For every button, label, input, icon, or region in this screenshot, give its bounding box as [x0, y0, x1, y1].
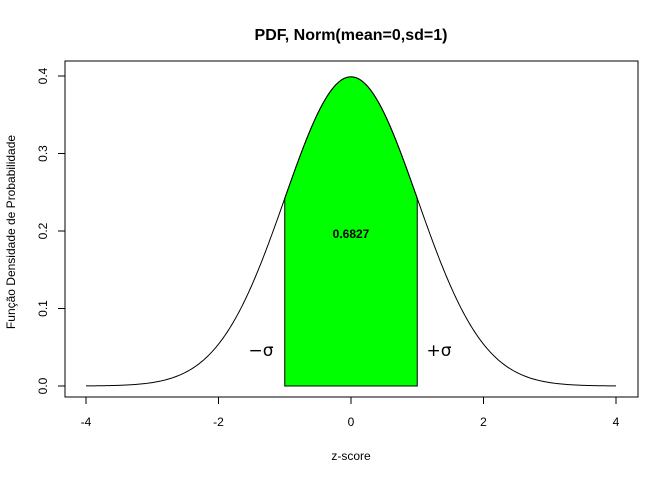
y-tick-label: 0.1 [36, 300, 50, 317]
x-axis: -4 -2 0 2 4 [81, 396, 620, 429]
plus-sigma-label: +σ [426, 341, 451, 361]
y-axis-label: Função Densidade de Probabilidade [4, 135, 18, 329]
y-tick-label: 0.4 [36, 67, 50, 84]
chart-title: PDF, Norm(mean=0,sd=1) [255, 27, 448, 44]
x-tick-label: 4 [613, 415, 620, 429]
y-tick-label: 0.2 [36, 222, 50, 239]
probability-label: 0.6827 [333, 227, 370, 241]
minus-sigma-label: −σ [248, 341, 273, 361]
y-axis: 0.0 0.1 0.2 0.3 0.4 [36, 67, 66, 394]
x-tick-label: -2 [213, 415, 224, 429]
y-tick-label: 0.0 [36, 377, 50, 394]
density-curve [85, 76, 617, 387]
y-tick-label: 0.3 [36, 145, 50, 162]
x-tick-label: 2 [480, 415, 487, 429]
x-tick-label: 0 [348, 415, 355, 429]
x-tick-label: -4 [81, 415, 92, 429]
x-axis-label: z-score [331, 449, 371, 463]
